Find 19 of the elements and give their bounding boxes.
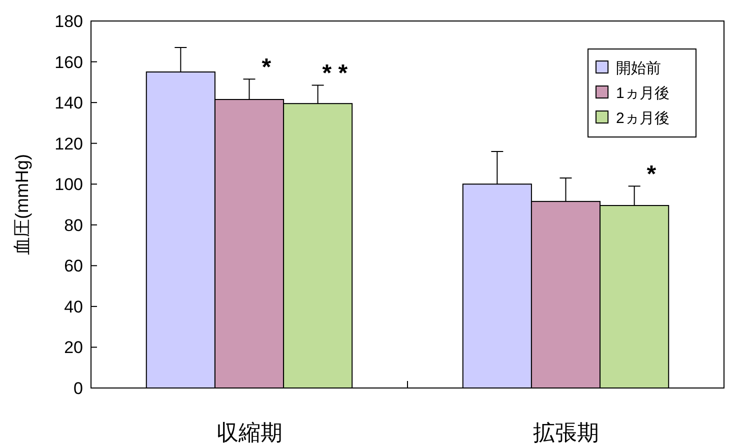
- y-tick-label: 180: [54, 12, 83, 31]
- y-tick-label: 60: [64, 256, 83, 276]
- y-axis-title: 血圧(mmHg): [12, 154, 32, 255]
- y-tick-label: 20: [64, 338, 83, 358]
- legend-label: 開始前: [616, 60, 661, 77]
- y-tick-label: 0: [74, 379, 83, 398]
- legend-label: 2ヵ月後: [616, 110, 670, 127]
- annotation: *: [646, 161, 657, 188]
- y-tick-label: 40: [64, 297, 83, 316]
- x-tick-label: 拡張期: [532, 420, 599, 445]
- x-tick-label: 収縮期: [216, 420, 282, 445]
- y-tick-label: 140: [54, 94, 83, 113]
- y-tick-label: 160: [54, 52, 83, 72]
- legend-label: 1ヵ月後: [616, 85, 670, 102]
- y-tick-label: 80: [64, 216, 83, 235]
- y-tick-label: 120: [54, 134, 83, 154]
- annotation: *: [262, 54, 272, 82]
- y-tick-label: 100: [54, 175, 83, 194]
- annotation: * *: [322, 60, 348, 88]
